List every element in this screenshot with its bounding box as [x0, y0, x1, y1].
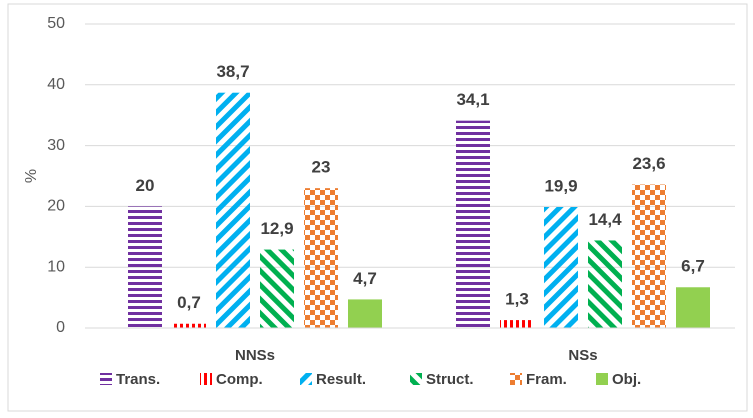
- data-label: 23,6: [632, 154, 665, 173]
- x-tick-label: NSs: [568, 347, 597, 364]
- bar: [588, 240, 622, 328]
- data-label: 38,7: [216, 62, 249, 81]
- bar: [544, 207, 578, 328]
- data-label: 19,9: [544, 176, 577, 195]
- y-tick-label: 20: [47, 198, 65, 215]
- bar: [216, 92, 250, 328]
- data-label: 6,7: [681, 257, 705, 276]
- data-label: 14,4: [588, 210, 622, 229]
- data-label: 4,7: [353, 269, 377, 288]
- bar: [500, 320, 534, 328]
- data-label: 34,1: [456, 90, 489, 109]
- legend-label: Struct.: [426, 371, 474, 388]
- bar: [632, 184, 666, 328]
- legend-label: Trans.: [116, 371, 160, 388]
- data-label: 0,7: [177, 293, 201, 312]
- legend-swatch: [300, 373, 312, 385]
- legend-label: Comp.: [216, 371, 263, 388]
- x-tick-label: NNSs: [235, 347, 275, 364]
- y-tick-label: 30: [47, 137, 65, 154]
- bar: [456, 120, 490, 328]
- legend-label: Result.: [316, 371, 366, 388]
- bar: [304, 188, 338, 328]
- bar: [172, 323, 206, 328]
- data-label: 12,9: [260, 219, 293, 238]
- y-tick-label: 40: [47, 76, 65, 93]
- bar: [676, 287, 710, 328]
- y-tick-label: 50: [47, 15, 65, 32]
- y-tick-label: 0: [56, 319, 65, 336]
- data-label: 23: [312, 158, 331, 177]
- legend-swatch: [596, 373, 608, 385]
- data-label: 20: [136, 176, 155, 195]
- y-axis-label: %: [23, 169, 40, 183]
- legend-swatch: [410, 373, 422, 385]
- y-tick-label: 10: [47, 258, 65, 275]
- legend-label: Obj.: [612, 371, 641, 388]
- bar: [260, 249, 294, 328]
- legend-swatch: [200, 373, 212, 385]
- legend-swatch: [100, 373, 112, 385]
- legend-label: Fram.: [526, 371, 567, 388]
- legend-swatch: [510, 373, 522, 385]
- data-label: 1,3: [505, 290, 529, 309]
- bar: [348, 299, 382, 328]
- bar: [128, 206, 162, 328]
